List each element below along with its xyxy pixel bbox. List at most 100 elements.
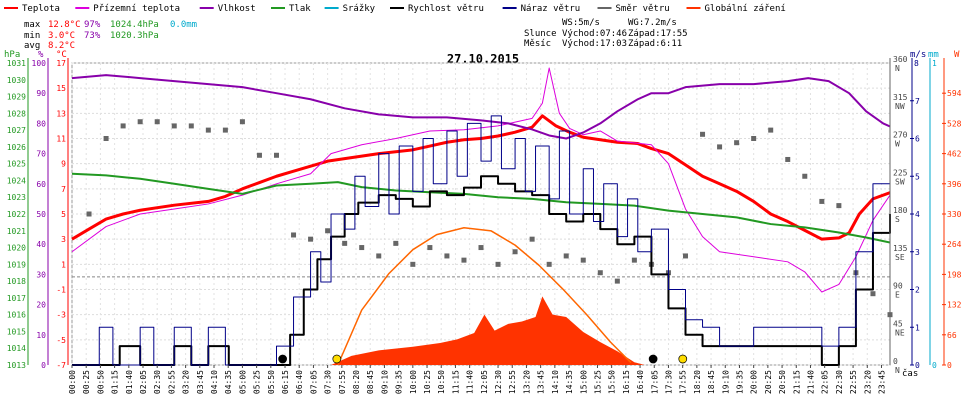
x-tick-label-46: 19:10 — [721, 370, 730, 394]
wind-dir-point-8 — [222, 127, 228, 133]
tick-radiation-8: 528 — [947, 119, 962, 128]
tick-wind-5: 5 — [915, 172, 920, 181]
tick-wind-7: 7 — [915, 97, 920, 106]
wind-dir-point-42 — [802, 173, 808, 179]
wind-dir-point-27 — [546, 261, 552, 267]
x-tick-label-6: 02:30 — [153, 370, 162, 394]
wind-dir-point-15 — [342, 240, 348, 246]
tick-pressure-10: 1023 — [7, 193, 26, 202]
tick-pressure-11: 1024 — [7, 176, 26, 185]
tick-direction-dir-0: N — [895, 366, 900, 375]
unit-mm: mm — [928, 50, 939, 60]
tick-direction-dir-1: NE — [895, 328, 905, 337]
wind-gust-info: WG:7.2m/s — [628, 18, 677, 28]
sun-label: Slunce — [524, 29, 557, 39]
legend-label-5: Rychlost větru — [408, 4, 484, 14]
wind-dir-point-21 — [444, 253, 450, 259]
legend-label-2: Vlhkost — [218, 4, 256, 14]
stats-block: max 12.8°C 97% 1024.4hPa 0.0mm min 3.0°C… — [24, 20, 197, 51]
x-tick-label-52: 21:40 — [806, 370, 815, 394]
tick-pressure-0: 1013 — [7, 361, 26, 370]
tick-humidity-5: 50 — [36, 210, 46, 219]
wind-dir-point-44 — [836, 203, 842, 209]
tick-temperature-5: 3 — [61, 235, 66, 244]
stat-avg-temp: 8.2°C — [48, 41, 75, 51]
tick-temperature-2: -3 — [56, 311, 66, 320]
x-tick-label-33: 13:45 — [537, 370, 546, 394]
x-tick-label-9: 03:45 — [196, 370, 205, 394]
tick-pressure-17: 1030 — [7, 76, 26, 85]
wind-dir-point-14 — [325, 228, 331, 234]
x-tick-label-37: 15:25 — [593, 370, 602, 394]
tick-rain-1: 1 — [932, 59, 937, 68]
x-tick-label-0: 00:00 — [68, 370, 77, 394]
x-tick-label-19: 07:55 — [338, 370, 347, 394]
stat-max-rain: 0.0mm — [170, 20, 197, 30]
stat-min-label: min — [24, 31, 40, 41]
wind-dir-point-16 — [359, 245, 365, 251]
tick-humidity-7: 70 — [36, 150, 46, 159]
x-tick-label-34: 14:10 — [551, 370, 560, 394]
tick-temperature-0: -7 — [56, 361, 66, 370]
x-tick-label-56: 23:20 — [863, 370, 872, 394]
series-area-radiation — [331, 296, 645, 365]
tick-pressure-16: 1029 — [7, 93, 26, 102]
x-tick-label-22: 09:10 — [380, 370, 389, 394]
x-tick-label-3: 01:15 — [111, 370, 120, 394]
tick-direction-dir-8: N — [895, 64, 900, 73]
tick-wind-0: 0 — [915, 361, 920, 370]
legend-label-1: Přízemní teplota — [93, 4, 180, 14]
x-tick-label-30: 12:30 — [494, 370, 503, 394]
x-tick-label-4: 01:40 — [125, 370, 134, 394]
tick-direction-deg-7: 315 — [893, 93, 908, 102]
tick-humidity-8: 80 — [36, 119, 46, 128]
tick-pressure-6: 1019 — [7, 260, 26, 269]
tick-direction-dir-4: S — [895, 215, 900, 224]
wind-dir-point-3 — [137, 119, 143, 125]
sunset-marker — [678, 354, 688, 364]
tick-direction-deg-8: 360 — [893, 55, 908, 64]
wind-dir-point-31 — [614, 278, 620, 284]
wind-dir-point-39 — [751, 136, 757, 141]
tick-radiation-5: 330 — [947, 210, 962, 219]
tick-radiation-6: 396 — [947, 180, 962, 189]
info-block: WS:5m/s WG:7.2m/s Slunce Východ:07:46 Zá… — [524, 18, 688, 49]
x-tick-label-16: 06:40 — [295, 370, 304, 394]
stat-max-label: max — [24, 20, 41, 30]
x-tick-label-20: 08:20 — [352, 370, 361, 394]
tick-pressure-4: 1017 — [7, 294, 26, 303]
x-tick-label-55: 22:55 — [849, 370, 858, 394]
tick-humidity-0: 0 — [41, 361, 46, 370]
wind-dir-point-32 — [631, 257, 637, 263]
wind-dir-point-13 — [308, 236, 314, 242]
tick-temperature-8: 9 — [61, 160, 66, 169]
wind-dir-point-1 — [103, 136, 109, 141]
x-tick-label-48: 20:00 — [750, 370, 759, 394]
tick-temperature-11: 15 — [56, 84, 66, 93]
wind-dir-point-30 — [597, 270, 603, 276]
x-tick-label-18: 07:30 — [324, 370, 333, 394]
x-tick-label-12: 05:00 — [238, 370, 247, 394]
tick-pressure-1: 1014 — [7, 344, 26, 353]
tick-radiation-3: 198 — [947, 270, 962, 279]
x-tick-label-51: 21:15 — [792, 370, 801, 394]
x-tick-label-36: 15:00 — [579, 370, 588, 394]
series-line-n-raz-v-tru-6 — [72, 115, 891, 366]
wind-dir-point-24 — [495, 261, 501, 267]
tick-direction-deg-5: 225 — [893, 168, 908, 177]
x-tick-label-38: 15:50 — [608, 370, 617, 394]
tick-wind-4: 4 — [915, 210, 920, 219]
moon-set: Západ:6:11 — [628, 39, 682, 49]
tick-pressure-7: 1020 — [7, 244, 26, 253]
tick-temperature-4: 1 — [61, 260, 66, 269]
axes: 00:00 00:25 00:50 01:15 01:40 02:05 02:30 02:55… — [7, 55, 962, 394]
sun-rise: Východ:07:46 — [562, 29, 627, 39]
tick-pressure-13: 1026 — [7, 143, 26, 152]
tick-radiation-2: 132 — [947, 301, 962, 310]
wind-dir-point-36 — [700, 131, 706, 137]
x-tick-label-1: 00:25 — [82, 370, 91, 394]
tick-humidity-2: 20 — [36, 301, 46, 310]
x-tick-label-35: 14:35 — [565, 370, 574, 394]
wind-dir-point-25 — [512, 249, 518, 255]
tick-direction-dir-7: NW — [895, 102, 905, 111]
